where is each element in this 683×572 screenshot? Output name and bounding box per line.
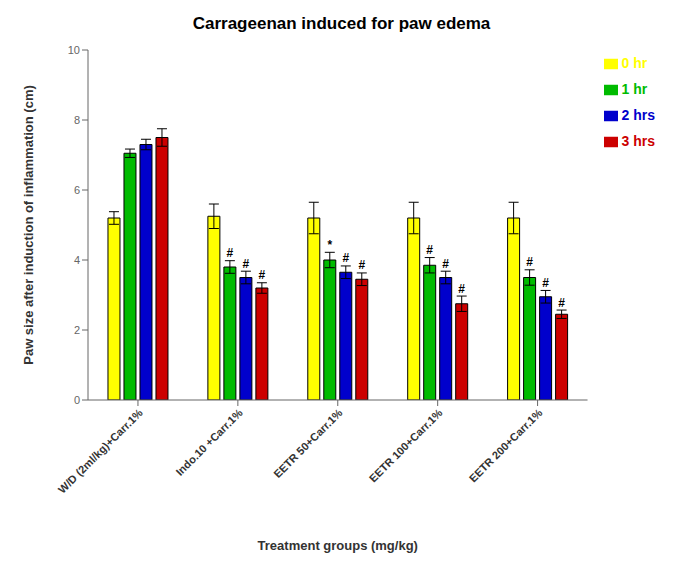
svg-text:EETR 50+Carr.1%: EETR 50+Carr.1% — [271, 406, 345, 480]
svg-text:#: # — [442, 257, 449, 271]
html-text:0 hr: 0 hr — [621, 55, 648, 71]
svg-text:8: 8 — [74, 114, 80, 126]
svg-text:#: # — [358, 258, 365, 272]
svg-text:Paw size after induction of in: Paw size after induction of inflammation… — [21, 85, 36, 365]
html-text:3 hrs: 3 hrs — [621, 133, 655, 149]
svg-text:6: 6 — [74, 184, 80, 196]
svg-text:EETR 200+Carr.1%: EETR 200+Carr.1% — [467, 406, 545, 484]
svg-text:*: * — [327, 238, 332, 252]
svg-text:#: # — [342, 251, 349, 265]
svg-text:2: 2 — [74, 324, 80, 336]
svg-text:#: # — [259, 268, 266, 282]
svg-text:#: # — [426, 243, 433, 257]
svg-text:Indo.10 +Carr.1%: Indo.10 +Carr.1% — [173, 406, 245, 478]
svg-text:#: # — [227, 246, 234, 260]
svg-text:#: # — [558, 296, 565, 310]
svg-text:10: 10 — [68, 44, 80, 56]
svg-text:#: # — [526, 255, 533, 269]
html-text:1 hr: 1 hr — [621, 81, 648, 97]
svg-text:4: 4 — [74, 254, 80, 266]
svg-text:W/D (2ml/kg)+Carr.1%: W/D (2ml/kg)+Carr.1% — [56, 406, 145, 495]
svg-text:EETR 100+Carr.1%: EETR 100+Carr.1% — [367, 406, 445, 484]
svg-text:#: # — [458, 282, 465, 296]
svg-text:#: # — [243, 257, 250, 271]
html-text:Carrageenan induced for paw ed: Carrageenan induced for paw edema — [192, 14, 491, 33]
svg-text:#: # — [542, 276, 549, 290]
html-text:2 hrs: 2 hrs — [621, 107, 655, 123]
svg-text:0: 0 — [74, 394, 80, 406]
svg-text:Treatment groups (mg/kg): Treatment groups (mg/kg) — [258, 538, 418, 553]
